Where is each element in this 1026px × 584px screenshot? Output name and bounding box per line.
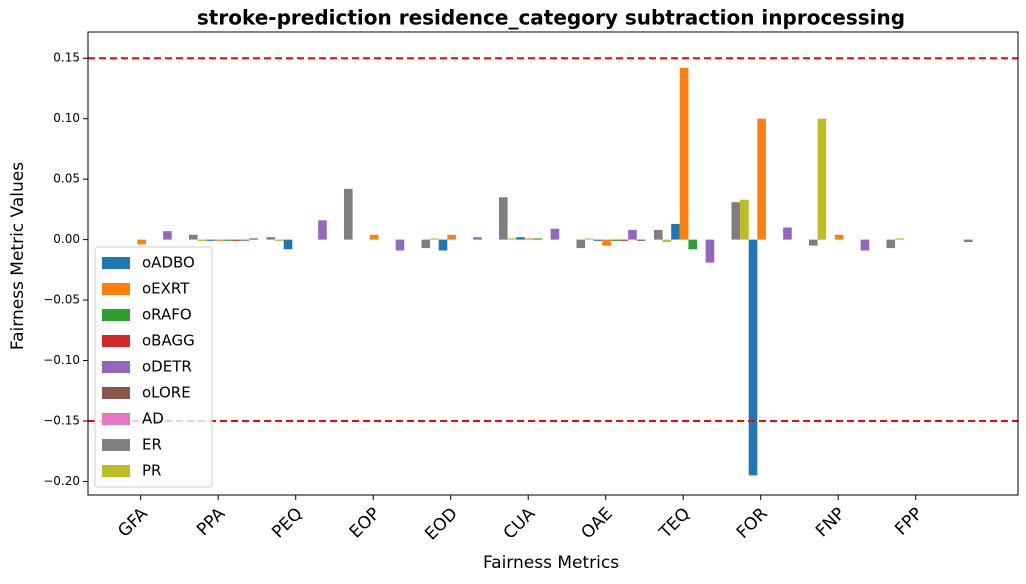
legend-swatch <box>102 439 130 451</box>
bar <box>447 234 456 240</box>
bar <box>895 238 904 240</box>
bar <box>740 199 749 240</box>
y-tick-label: 0.15 <box>53 51 80 65</box>
bar <box>886 239 896 249</box>
y-axis-label: Fairness Metric Values <box>8 162 28 350</box>
x-axis-label: Fairness Metrics <box>483 553 619 573</box>
bar <box>421 239 431 249</box>
x-tick-label: EOP <box>346 504 384 542</box>
bar <box>430 238 439 240</box>
bar <box>249 238 258 240</box>
legend-label: oRAFO <box>142 306 192 324</box>
chart-title: stroke-prediction residence_category sub… <box>197 6 905 30</box>
legend-swatch <box>102 361 130 373</box>
bar <box>731 202 741 240</box>
legend-swatch <box>102 283 130 295</box>
y-tick-label: −0.20 <box>43 474 80 488</box>
bar <box>602 239 611 246</box>
bar <box>137 239 146 245</box>
legend-label: oEXRT <box>142 280 190 298</box>
legend-label: AD <box>142 410 164 428</box>
bar <box>748 239 758 476</box>
bar <box>817 118 827 240</box>
bar <box>662 239 672 243</box>
bar <box>163 231 172 240</box>
x-tick-label: OAE <box>578 504 617 543</box>
legend-swatch <box>102 309 130 321</box>
bar <box>533 238 543 240</box>
legend-label: PR <box>142 462 161 480</box>
bar <box>283 239 293 250</box>
bar <box>963 239 973 243</box>
x-tick-label: CUA <box>500 504 540 544</box>
x-tick-label: TEQ <box>655 504 694 543</box>
bar <box>223 239 233 241</box>
y-tick-label: 0.10 <box>53 111 80 125</box>
bar <box>343 188 353 240</box>
legend-swatch <box>102 387 130 399</box>
bar <box>516 237 525 240</box>
bar <box>783 227 792 240</box>
bar <box>498 197 508 240</box>
bar <box>214 239 224 241</box>
bar <box>197 239 207 241</box>
y-tick-label: −0.15 <box>43 413 80 427</box>
bar <box>619 239 629 241</box>
bar <box>628 229 637 240</box>
bar <box>636 239 646 241</box>
legend-box <box>94 246 213 488</box>
plot-frame <box>87 31 1019 496</box>
y-tick-label: −0.05 <box>43 293 80 307</box>
bar <box>524 238 534 240</box>
bar <box>653 229 663 240</box>
bar <box>318 220 327 240</box>
legend-swatch <box>102 257 130 269</box>
x-tick-label: FPP <box>891 504 927 540</box>
x-tick-label: PPA <box>193 504 229 540</box>
bar <box>473 237 482 240</box>
bar <box>757 118 766 240</box>
bar <box>576 239 586 249</box>
bar <box>240 239 250 241</box>
bar <box>688 239 698 250</box>
x-tick-label: EOD <box>421 504 461 544</box>
y-tick-label: −0.10 <box>43 353 80 367</box>
bar <box>206 239 215 241</box>
legend-label: oDETR <box>142 358 192 376</box>
x-tick-label: PEQ <box>268 504 306 542</box>
x-tick-label: FOR <box>733 504 772 543</box>
legend-swatch <box>102 413 130 425</box>
bar <box>438 239 448 251</box>
y-tick-label: 0.00 <box>53 232 80 246</box>
bar <box>834 234 844 240</box>
bar <box>266 237 276 240</box>
bar <box>593 239 603 241</box>
legend-swatch <box>102 465 130 477</box>
bar <box>808 239 818 246</box>
bar <box>369 234 379 240</box>
x-tick-label: FNP <box>812 504 849 541</box>
legend-label: oLORE <box>142 384 191 402</box>
bar <box>610 239 620 241</box>
bar <box>188 234 198 240</box>
legend-label: oADBO <box>142 254 195 272</box>
bar <box>585 238 594 240</box>
bar <box>705 239 715 263</box>
legend: oADBO oEXRT oRAFO oBAGG oDETR oLORE AD ER PR <box>94 246 213 488</box>
y-tick-label: 0.05 <box>53 172 80 186</box>
bar <box>395 239 405 251</box>
bar <box>507 238 517 240</box>
legend-label: ER <box>142 436 162 454</box>
bar <box>275 239 284 241</box>
x-tick-label: GFA <box>114 504 152 542</box>
legend-label: oBAGG <box>142 332 195 350</box>
bar <box>232 239 241 241</box>
bar <box>860 239 870 251</box>
bar <box>550 228 560 240</box>
bar <box>679 67 689 240</box>
bar <box>671 223 680 240</box>
legend-swatch <box>102 335 130 347</box>
